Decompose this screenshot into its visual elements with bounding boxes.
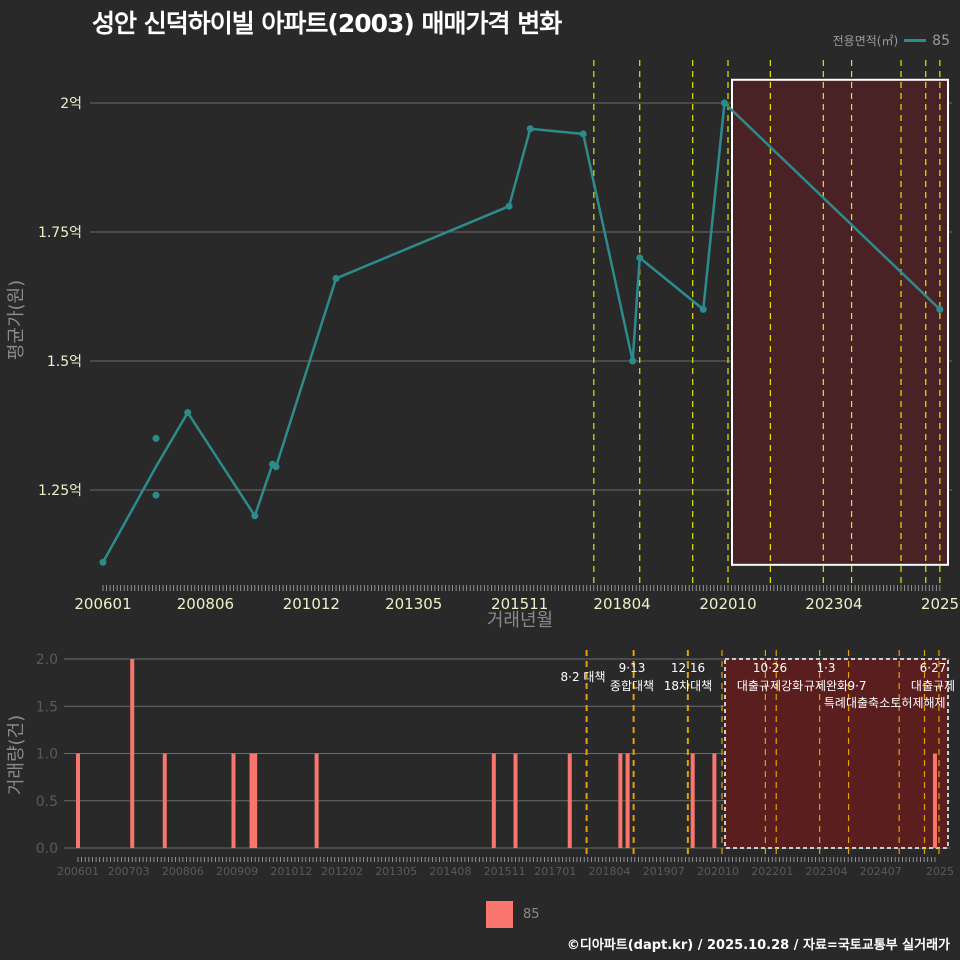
price-point — [526, 125, 534, 133]
volume-bar — [314, 753, 319, 848]
source-footer: ©디아파트(dapt.kr) / 2025.10.28 / 자료=국토교통부 실… — [566, 938, 950, 953]
y-axis-title: 평균가(원) — [6, 280, 27, 360]
volume-bar — [162, 753, 167, 848]
legend-bar-label: 85 — [523, 907, 540, 922]
price-point — [505, 202, 513, 210]
y-tick-label: 2.0 — [36, 652, 58, 668]
y-tick-label: 0.5 — [36, 794, 58, 810]
policy-annotation: 10·26 — [753, 661, 787, 675]
x-tick-label: 200601 — [57, 865, 99, 878]
volume-bar — [690, 753, 695, 848]
price-point — [251, 512, 259, 520]
x-tick-label: 201804 — [593, 595, 650, 613]
x-tick-label: 201907 — [643, 865, 685, 878]
price-point — [272, 463, 280, 471]
x-tick-label: 202304 — [805, 865, 847, 878]
volume-bar — [249, 753, 254, 848]
volume-bar — [712, 753, 717, 848]
x-axis-title: 거래년월 — [487, 610, 553, 631]
x-tick-label: 201202 — [321, 865, 363, 878]
x-tick-label: 200703 — [108, 865, 150, 878]
x-tick-label: 202201 — [751, 865, 793, 878]
x-tick-label: 201408 — [429, 865, 471, 878]
y-axis-title: 거래량(건) — [6, 715, 27, 795]
policy-annotation: 대출규제 — [911, 679, 955, 693]
legend-line-swatch-icon — [904, 39, 927, 42]
volume-bar — [625, 753, 630, 848]
volume-bar — [491, 753, 496, 848]
volume-bar — [513, 753, 518, 848]
price-point — [636, 254, 644, 262]
x-tick-label: 202407 — [860, 865, 902, 878]
highlight-period-box — [724, 658, 949, 849]
volume-bar — [932, 753, 937, 848]
price-point — [152, 434, 160, 442]
x-tick-label: 201305 — [385, 595, 442, 613]
chart-title: 성안 신덕하이빌 아파트(2003) 매매가격 변화 — [92, 9, 562, 38]
price-point — [629, 357, 637, 365]
x-tick-label: 200806 — [162, 865, 204, 878]
x-tick-label: 202010 — [697, 865, 739, 878]
x-tick-label: 201305 — [375, 865, 417, 878]
y-tick-label: 1.5억 — [47, 354, 82, 370]
x-tick-label: 201511 — [491, 595, 548, 613]
policy-annotation: 8·2 대책 — [561, 669, 606, 684]
x-tick-label: 201701 — [534, 865, 576, 878]
x-tick-label: 200601 — [74, 595, 131, 613]
volume-bar — [253, 753, 258, 848]
y-tick-label: 1.0 — [36, 747, 58, 763]
policy-annotation: 규제완화 — [804, 679, 848, 693]
x-tick-label: 2025 — [921, 595, 959, 613]
highlight-period-box — [731, 78, 949, 566]
x-tick-label: 201012 — [270, 865, 312, 878]
y-tick-label: 1.75억 — [38, 225, 82, 241]
price-line-chart: 1.25억 1.5억 1.75억 2억 200601 200806 201012 201305… — [6, 60, 959, 631]
price-point — [332, 274, 340, 282]
volume-bar — [618, 753, 623, 848]
volume-bar — [130, 659, 135, 848]
volume-bar — [231, 753, 236, 848]
x-tick-label: 202304 — [805, 595, 862, 613]
volume-bar-chart: 0.0 0.5 1.0 1.5 2.0 8·2 대책 9·13 종합대책 12·16 18차대책 1… — [6, 650, 955, 878]
legend-top: 전용면적(㎡) 85 — [833, 32, 950, 49]
x-tick-label: 202010 — [699, 595, 756, 613]
y-tick-label: 0.0 — [36, 841, 58, 857]
legend-title: 전용면적(㎡) — [832, 34, 899, 48]
price-point — [152, 491, 160, 499]
policy-annotation: 9·7 — [847, 679, 866, 693]
policy-annotation: 대출규제강화 — [737, 679, 803, 693]
legend-series-label: 85 — [932, 32, 950, 49]
x-tick-label: 201511 — [484, 865, 526, 878]
x-tick-label: 201804 — [589, 865, 631, 878]
policy-annotation: 6·27 — [920, 661, 947, 675]
legend-bar-swatch-icon — [486, 901, 513, 928]
price-point — [99, 558, 107, 566]
policy-annotation: 1·3 — [816, 661, 835, 675]
price-point — [936, 305, 944, 313]
y-tick-label: 1.25억 — [38, 483, 82, 499]
y-tick-label: 1.5 — [36, 699, 58, 715]
price-point — [184, 409, 192, 417]
x-tick-label: 2025 — [926, 865, 954, 878]
price-point — [720, 99, 728, 107]
policy-annotation: 9·13 — [619, 661, 646, 675]
policy-annotation: 18차대책 — [664, 678, 712, 693]
price-point — [579, 130, 587, 138]
policy-annotation: 특례대출축소 — [824, 696, 890, 710]
x-tick-label: 200806 — [177, 595, 234, 613]
policy-annotation: 종합대책 — [610, 678, 654, 693]
y-tick-label: 2억 — [60, 96, 82, 112]
legend-bottom: 85 — [486, 901, 540, 928]
policy-annotation: 토허제해제 — [890, 696, 945, 710]
volume-bar — [567, 753, 572, 848]
policy-annotation: 12·16 — [671, 661, 705, 675]
volume-bar — [76, 753, 80, 848]
x-tick-label: 201012 — [283, 595, 340, 613]
x-tick-label: 200909 — [216, 865, 258, 878]
price-point — [699, 305, 707, 313]
